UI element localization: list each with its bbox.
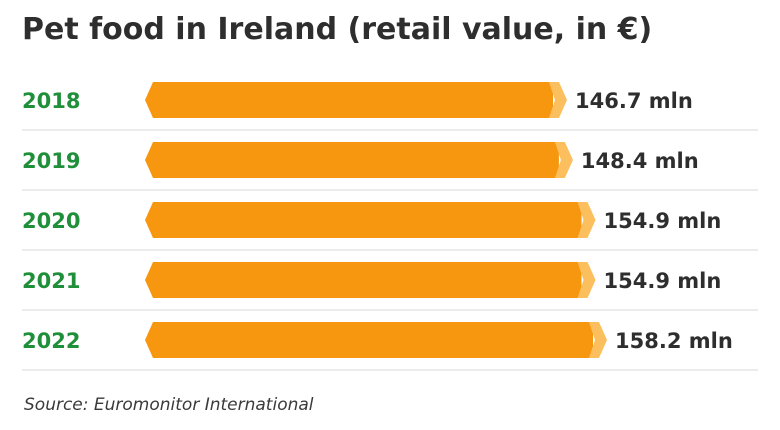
bar — [145, 202, 582, 238]
chart-title: Pet food in Ireland (retail value, in €) — [22, 12, 652, 47]
bar — [145, 262, 582, 298]
value-label: 148.4 mln — [581, 149, 699, 173]
bar-tip — [589, 322, 607, 358]
bar-tip — [549, 82, 567, 118]
year-label: 2020 — [22, 209, 80, 233]
bar — [145, 82, 553, 118]
year-label: 2018 — [22, 89, 80, 113]
bar-tip — [554, 142, 573, 178]
chart-rows: 2018 146.7 mln 2019 148.4 mln 2020 154.9 mln 2… — [22, 82, 758, 371]
bar-tip — [577, 262, 596, 298]
value-label: 154.9 mln — [604, 209, 722, 233]
year-label: 2021 — [22, 269, 80, 293]
bar — [145, 142, 559, 178]
source-note: Source: Euromonitor International — [24, 395, 314, 415]
year-label: 2019 — [22, 149, 80, 173]
bar — [145, 322, 593, 358]
value-label: 146.7 mln — [575, 89, 693, 113]
value-label: 154.9 mln — [604, 269, 722, 293]
bar-tip — [577, 202, 596, 238]
value-label: 158.2 mln — [615, 329, 733, 353]
year-label: 2022 — [22, 329, 80, 353]
